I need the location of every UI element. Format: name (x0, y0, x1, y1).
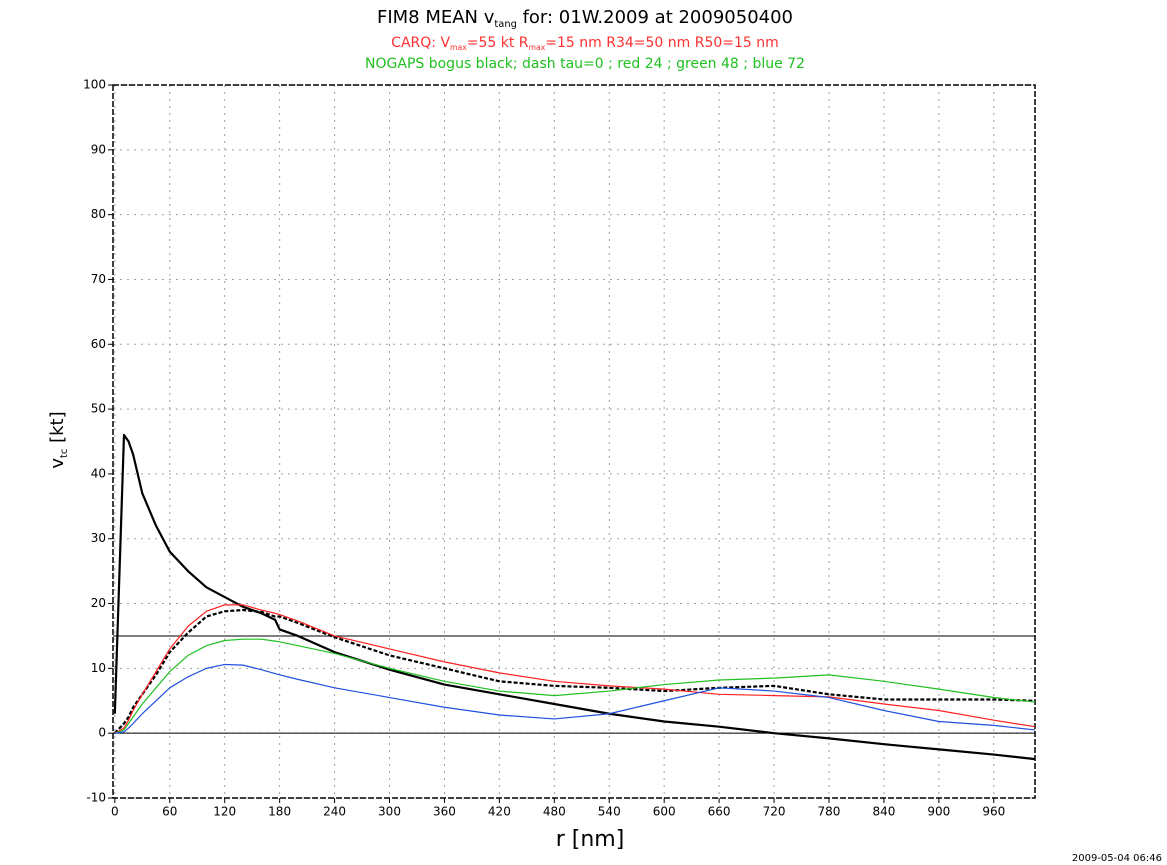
x-tick-label: 600 (653, 805, 676, 819)
y-tick-label: 20 (91, 596, 106, 610)
chart-subtitle-2: NOGAPS bogus black; dash tau=0 ; red 24 … (365, 56, 805, 72)
x-tick-label: 120 (213, 805, 236, 819)
y-tick-label: 40 (91, 466, 106, 480)
x-tick-label: 900 (927, 805, 950, 819)
text-part: max (450, 43, 467, 52)
y-tick-label: 100 (83, 78, 106, 92)
x-tick-label: 660 (708, 805, 731, 819)
y-tick-label: 60 (91, 337, 106, 351)
y-tick-label: 70 (91, 272, 106, 286)
x-tick-label: 420 (488, 805, 511, 819)
text-part: max (529, 43, 546, 52)
text-part: [kt] (47, 411, 68, 448)
chart-title: FIM8 MEAN vtang for: 01W.2009 at 2009050… (377, 7, 793, 30)
y-tick-label: -10 (86, 791, 106, 805)
plot-frame (112, 84, 1036, 799)
x-tick-label: 720 (763, 805, 786, 819)
series-line (114, 638, 1036, 734)
x-tick-label: 360 (433, 805, 456, 819)
x-tick-label: 840 (872, 805, 895, 819)
x-tick-label: 480 (543, 805, 566, 819)
text-part: CARQ: V (391, 35, 450, 51)
x-tick-label: 60 (162, 805, 177, 819)
y-tick-label: 50 (91, 402, 106, 416)
chart-subtitle: CARQ: Vmax=55 kt Rmax=15 nm R34=50 nm R5… (391, 35, 779, 52)
y-tick-label: 0 (98, 726, 106, 740)
x-tick-label: 540 (598, 805, 621, 819)
x-tick-label: 300 (378, 805, 401, 819)
series-line (114, 663, 1036, 734)
text-part: for: 01W.2009 at 2009050400 (517, 7, 793, 28)
text-part: tc (59, 449, 70, 458)
x-axis-label: r [nm] (556, 827, 625, 852)
y-tick-label: 80 (91, 207, 106, 221)
series-line (114, 604, 1036, 734)
x-tick-label: 180 (268, 805, 291, 819)
y-axis-label: vtc [kt] (47, 411, 70, 468)
x-tick-label: 0 (111, 805, 119, 819)
x-tick-label: 780 (818, 805, 841, 819)
series-line (113, 433, 1036, 761)
text-part: =15 nm R34=50 nm R50=15 nm (545, 35, 779, 51)
timestamp: 2009-05-04 06:46 (1072, 853, 1162, 864)
text-part: tang (494, 19, 516, 30)
series-line (114, 608, 1036, 734)
text-part: v (47, 458, 68, 469)
y-tick-label: 10 (91, 661, 106, 675)
y-tick-label: 90 (91, 142, 106, 156)
x-tick-label: 960 (982, 805, 1005, 819)
y-tick-label: 30 (91, 531, 106, 545)
x-tick-label: 240 (323, 805, 346, 819)
text-part: FIM8 MEAN v (377, 7, 495, 28)
text-part: =55 kt R (467, 35, 529, 51)
